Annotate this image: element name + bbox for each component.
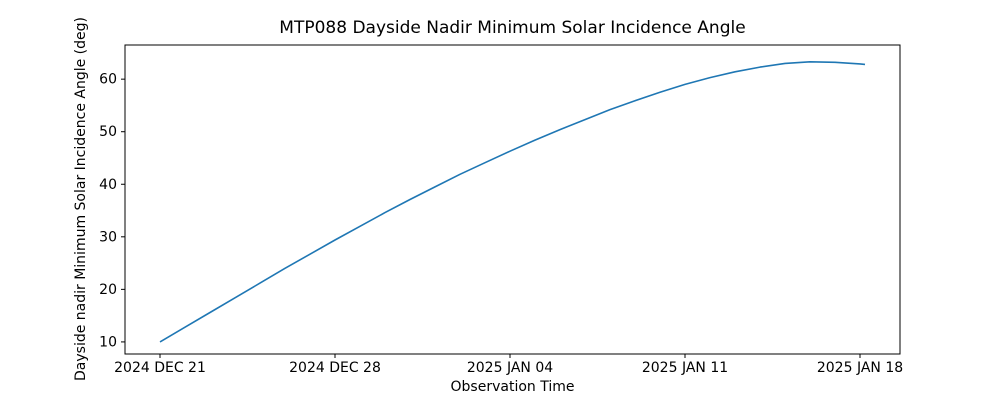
axes-frame (124, 44, 901, 355)
x-tick-label: 2024 DEC 21 (114, 360, 206, 376)
data-series (159, 60, 866, 343)
y-tick-label: 10 (99, 334, 117, 350)
x-axis-label: Observation Time (450, 379, 575, 395)
series-line (159, 60, 866, 343)
x-tick-label: 2025 JAN 18 (817, 360, 903, 376)
y-tick-label: 30 (99, 229, 117, 245)
y-tick-label: 40 (99, 177, 117, 193)
x-tick-label: 2024 DEC 28 (289, 360, 381, 376)
y-tick-label: 20 (99, 282, 117, 298)
x-tick-label: 2025 JAN 04 (467, 360, 553, 376)
y-tick-label: 50 (99, 124, 117, 140)
chart-title: MTP088 Dayside Nadir Minimum Solar Incid… (279, 18, 746, 38)
x-tick-label: 2025 JAN 11 (642, 360, 728, 376)
axis-ticks: 2024 DEC 21 2024 DEC 28 2025 JAN 04 2025 JA… (99, 72, 903, 376)
y-tick-label: 60 (99, 72, 117, 88)
